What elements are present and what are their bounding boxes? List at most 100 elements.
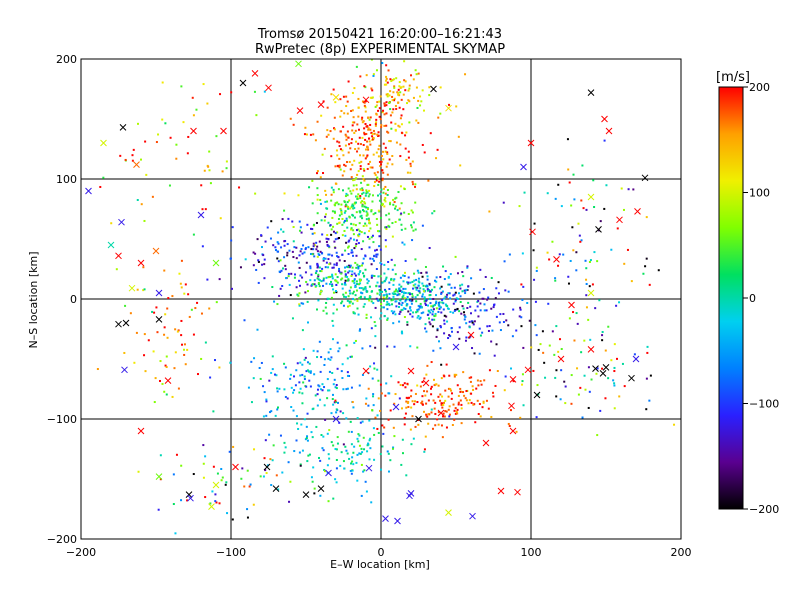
data-point	[564, 385, 567, 388]
data-point	[344, 234, 347, 237]
data-point	[283, 256, 286, 259]
data-point	[400, 223, 403, 226]
data-point	[458, 337, 461, 340]
data-point	[257, 281, 260, 284]
data-point	[384, 146, 387, 149]
data-point	[300, 302, 303, 305]
data-point	[348, 300, 351, 303]
data-point	[402, 108, 405, 111]
data-point	[317, 384, 320, 387]
data-point	[363, 232, 366, 235]
data-point	[352, 179, 355, 182]
data-point	[398, 81, 401, 84]
data-point	[451, 424, 454, 427]
data-point	[364, 106, 367, 109]
data-point	[287, 275, 290, 278]
data-point	[422, 288, 425, 291]
data-point	[342, 388, 345, 391]
data-point	[417, 304, 420, 307]
data-point	[403, 79, 406, 82]
data-point	[353, 87, 356, 90]
data-point	[244, 258, 247, 261]
data-point	[429, 297, 432, 300]
cross-marker	[482, 439, 490, 447]
data-point	[347, 246, 350, 249]
data-point	[354, 339, 357, 342]
data-point	[403, 243, 406, 246]
data-point	[615, 304, 618, 307]
data-point	[374, 324, 377, 327]
data-point	[603, 207, 606, 210]
data-point	[376, 101, 379, 104]
data-point	[419, 302, 422, 305]
data-point	[423, 448, 426, 451]
data-point	[367, 217, 370, 220]
data-point	[417, 99, 420, 102]
data-point	[476, 379, 479, 382]
data-point	[413, 272, 416, 275]
data-point	[576, 367, 579, 370]
data-point	[362, 257, 365, 260]
data-point	[508, 425, 511, 428]
data-point	[493, 354, 496, 357]
data-point	[408, 396, 411, 399]
data-point	[225, 167, 228, 170]
data-point	[421, 275, 424, 278]
data-point	[175, 143, 178, 146]
data-point	[311, 179, 314, 182]
data-point	[463, 289, 466, 292]
data-point	[284, 264, 287, 267]
data-point	[403, 292, 406, 295]
data-point	[379, 453, 382, 456]
data-point	[357, 106, 360, 109]
data-point	[331, 210, 334, 213]
data-point	[377, 379, 380, 382]
data-point	[334, 165, 337, 168]
data-point	[440, 292, 443, 295]
data-point	[530, 346, 533, 349]
data-point	[367, 195, 370, 198]
cross-marker	[557, 355, 565, 363]
data-point	[344, 195, 347, 198]
data-point	[424, 327, 427, 330]
data-point	[375, 151, 378, 154]
data-point	[260, 361, 263, 364]
data-point	[367, 387, 370, 390]
data-point	[330, 356, 333, 359]
data-point	[357, 128, 360, 131]
data-point	[347, 253, 350, 256]
data-point	[438, 340, 441, 343]
data-point	[277, 488, 280, 491]
data-point	[397, 305, 400, 308]
data-point	[370, 209, 373, 212]
data-point	[462, 275, 465, 278]
data-point	[364, 268, 367, 271]
data-point	[399, 143, 402, 146]
data-point	[338, 421, 341, 424]
data-point	[440, 403, 443, 406]
data-point	[492, 304, 495, 307]
data-point	[313, 279, 316, 282]
data-point	[294, 273, 297, 276]
data-point	[393, 85, 396, 88]
data-point	[443, 415, 446, 418]
data-point	[417, 271, 420, 274]
data-point	[311, 436, 314, 439]
data-point	[163, 390, 166, 393]
data-point	[345, 344, 348, 347]
data-point	[344, 445, 347, 448]
data-point	[321, 383, 324, 386]
data-point	[332, 188, 335, 191]
data-point	[335, 411, 338, 414]
data-point	[387, 212, 390, 215]
data-point	[363, 179, 366, 182]
data-point	[421, 224, 424, 227]
data-point	[408, 307, 411, 310]
data-point	[330, 93, 333, 96]
data-point	[385, 64, 388, 67]
data-point	[421, 381, 424, 384]
data-point	[357, 234, 360, 237]
data-point	[559, 398, 562, 401]
data-point	[346, 226, 349, 229]
data-point	[291, 317, 294, 320]
